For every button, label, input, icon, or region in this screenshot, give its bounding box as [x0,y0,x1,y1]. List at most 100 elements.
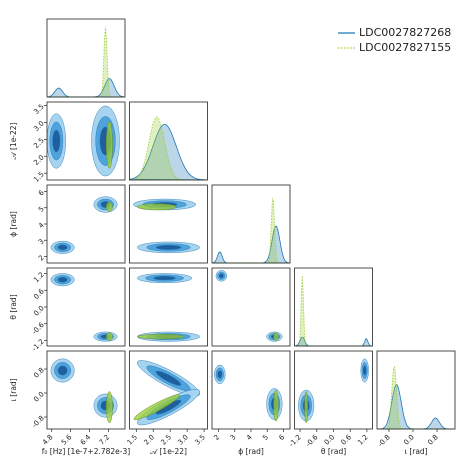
density-contour [106,332,113,341]
y-axis-label: ϕ [rad] [9,211,18,237]
y-tick-label: -1.2 [31,338,46,353]
x-tick-label: 2.5 [159,433,173,447]
density-curve [294,275,373,347]
x-tick-label: 4 [245,433,254,442]
panel-frame [46,350,126,430]
x-tick-label: 2 [213,433,222,442]
density-contour [155,245,182,250]
y-tick-label: 5 [37,205,46,214]
y-tick-label: 2.5 [32,136,46,150]
panel [294,267,373,347]
x-tick-label: 0.0 [402,433,416,447]
panel [211,184,291,264]
x-tick-label: 6.4 [79,433,93,447]
panel-frame [129,267,208,347]
x-tick-label: 1.5 [126,433,140,447]
y-tick-label: 0.8 [32,366,46,380]
panel-frame [129,184,208,264]
density-curve [377,383,455,430]
y-tick-label: 1.2 [32,271,46,285]
panel-frame [376,350,456,430]
density-contour [52,129,61,153]
density-contour [57,244,68,251]
y-tick-label: 0.0 [32,304,46,318]
y-tick-label: 3.5 [32,103,46,117]
x-tick-label: 0.8 [426,433,440,447]
panel [46,184,126,264]
panel [129,350,208,430]
x-axis-label: θ [rad] [321,447,346,456]
panel-frame [129,350,208,430]
y-tick-label: 2 [37,254,46,263]
panel [46,267,126,347]
panel [46,101,126,181]
panel [294,350,373,430]
x-axis-label: ϕ [rad] [238,447,264,456]
panel [211,267,291,347]
density-contour [106,391,113,424]
density-curve [211,225,291,264]
x-tick-label: 5.6 [60,433,74,447]
x-tick-label: 7.2 [98,433,112,447]
y-tick-label: -0.8 [31,414,46,429]
x-tick-label: 0.6 [340,433,354,447]
panel-frame [46,101,126,181]
y-tick-label: 3.0 [32,120,46,134]
panel-frame [211,267,291,347]
x-tick-label: 3.0 [176,433,190,447]
panel [376,350,456,430]
density-contour [133,394,180,420]
density-contour [273,332,279,341]
y-tick-label: 4 [37,221,46,230]
panel-frame [46,18,126,98]
y-tick-label: 0.6 [32,287,46,301]
x-tick-label: 4.8 [41,433,55,447]
y-tick-label: 6 [37,188,46,197]
y-tick-label: 0.0 [32,390,46,404]
x-tick-label: 0.0 [323,433,337,447]
x-tick-label: -1.2 [288,433,303,448]
y-tick-label: 3 [37,237,46,246]
panel-frame [129,101,208,181]
density-contour [106,121,113,169]
y-tick-label: 2.0 [32,153,46,167]
x-tick-label: 3.5 [193,433,207,447]
legend-label: LDC0027827155 [359,41,451,54]
density-contour [273,389,279,422]
y-tick-label: -0.6 [31,321,47,337]
density-curve [294,336,373,347]
density-contour [153,276,176,281]
density-contour [217,370,223,379]
x-axis-label: 𝒜 [1e-22] [150,447,187,456]
x-tick-label: 6 [278,433,287,442]
x-tick-label: -0.8 [377,433,392,448]
panel [129,101,208,181]
panel [129,184,208,264]
density-contour [137,334,185,340]
density-curve [46,78,125,98]
panel [211,350,291,430]
density-contour [57,277,68,283]
density-contour [106,201,113,212]
density-contour [57,365,68,376]
panel [46,350,126,430]
density-contour [362,365,367,376]
x-tick-label: 2.0 [143,433,157,447]
panel-frame [211,184,291,264]
density-contour [304,391,309,424]
x-tick-label: 1.2 [356,433,370,447]
x-tick-label: -0.6 [304,433,320,449]
x-axis-label: f₀ [Hz] [1e-7+2.782e-3] [42,447,130,456]
legend-label: LDC0027827268 [359,26,451,39]
density-contour [137,203,177,211]
panel-frame [294,267,373,347]
y-axis-label: ι [rad] [9,378,18,401]
y-axis-label: θ [rad] [9,294,18,319]
density-curve [129,123,208,181]
panel [46,18,126,98]
x-tick-label: 3 [229,433,238,442]
x-axis-label: ι [rad] [404,447,427,456]
density-contour [155,370,182,386]
y-tick-label: 1.5 [32,170,46,184]
